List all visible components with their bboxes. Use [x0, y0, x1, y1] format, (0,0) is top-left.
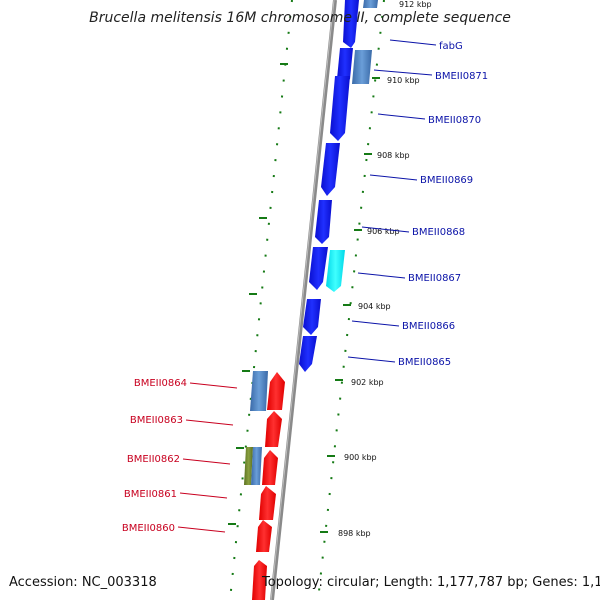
gene-label-BMEII0864[interactable]: BMEII0864	[134, 378, 187, 389]
tick-label-910: 910 kbp	[387, 76, 420, 85]
gene-block-BMEII0862-olive[interactable]	[244, 447, 253, 485]
gene-block-BMEII0871-steel[interactable]	[352, 50, 372, 84]
gene-arrow-BMEII0865[interactable]	[299, 336, 317, 372]
gene-arrow-BMEII0866[interactable]	[303, 299, 321, 335]
gene-arrow-BMEII0862[interactable]	[262, 450, 278, 485]
ruler-major-ticks	[228, 63, 380, 533]
gene-block-BMEII0864-steel[interactable]	[250, 371, 268, 411]
gene-arrow-BMEII0860[interactable]	[256, 520, 272, 552]
label-leaders	[177, 39, 437, 533]
chromosome-backbone	[270, 0, 337, 600]
chromosome-backbone-highlight	[270, 0, 335, 600]
gene-label-BMEII0871[interactable]: BMEII0871	[435, 71, 488, 82]
gene-label-BMEII0869[interactable]: BMEII0869	[420, 175, 473, 186]
map-title: Brucella melitensis 16M chromosome II, c…	[89, 10, 511, 26]
gene-arrow-BMEII0861[interactable]	[259, 486, 276, 520]
tick-label-908: 908 kbp	[377, 151, 410, 160]
gene-label-BMEII0866[interactable]: BMEII0866	[402, 321, 455, 332]
reverse-strand-genes	[244, 371, 285, 600]
topology-text: Topology: circular; Length: 1,177,787 bp…	[262, 575, 600, 590]
gene-arrow-BMEII0870[interactable]	[330, 76, 350, 141]
accession-text: Accession: NC_003318	[9, 575, 157, 590]
gene-arrow-BMEII0871[interactable]	[337, 48, 353, 85]
tick-label-902: 902 kbp	[351, 378, 384, 387]
gene-label-BMEII0861[interactable]: BMEII0861	[124, 489, 177, 500]
gene-arrow-partial-bottom[interactable]	[252, 560, 267, 600]
gene-label-BMEII0860[interactable]: BMEII0860	[122, 523, 175, 534]
tick-label-912: 912 kbp	[399, 0, 432, 9]
gene-label-BMEII0867[interactable]: BMEII0867	[408, 273, 461, 284]
gene-arrow-BMEII0869[interactable]	[321, 143, 340, 196]
gene-arrow-BMEII0867[interactable]	[309, 247, 328, 290]
gene-arrow-fabG[interactable]	[343, 0, 359, 48]
tick-label-900: 900 kbp	[344, 453, 377, 462]
gene-arrow-BMEII0864[interactable]	[267, 372, 285, 410]
gene-label-BMEII0865[interactable]: BMEII0865	[398, 357, 451, 368]
tick-label-904: 904 kbp	[358, 302, 391, 311]
gene-block-BMEII0862-steel[interactable]	[251, 447, 262, 485]
forward-strand-genes	[299, 0, 378, 372]
gene-label-BMEII0862[interactable]: BMEII0862	[127, 454, 180, 465]
outer-dashed-track	[317, 0, 385, 600]
gene-arrow-BMEII0867-cyan[interactable]	[326, 250, 345, 292]
tick-label-906: 906 kbp	[367, 227, 400, 236]
gene-arrow-BMEII0863[interactable]	[265, 411, 282, 447]
gene-label-fabG[interactable]: fabG	[439, 41, 463, 52]
gene-arrow-partial-top[interactable]	[363, 0, 378, 8]
gene-label-BMEII0868[interactable]: BMEII0868	[412, 227, 465, 238]
tick-label-898: 898 kbp	[338, 529, 371, 538]
gene-arrow-BMEII0868[interactable]	[315, 200, 332, 244]
gene-label-BMEII0870[interactable]: BMEII0870	[428, 115, 481, 126]
gene-label-BMEII0863[interactable]: BMEII0863	[130, 415, 183, 426]
